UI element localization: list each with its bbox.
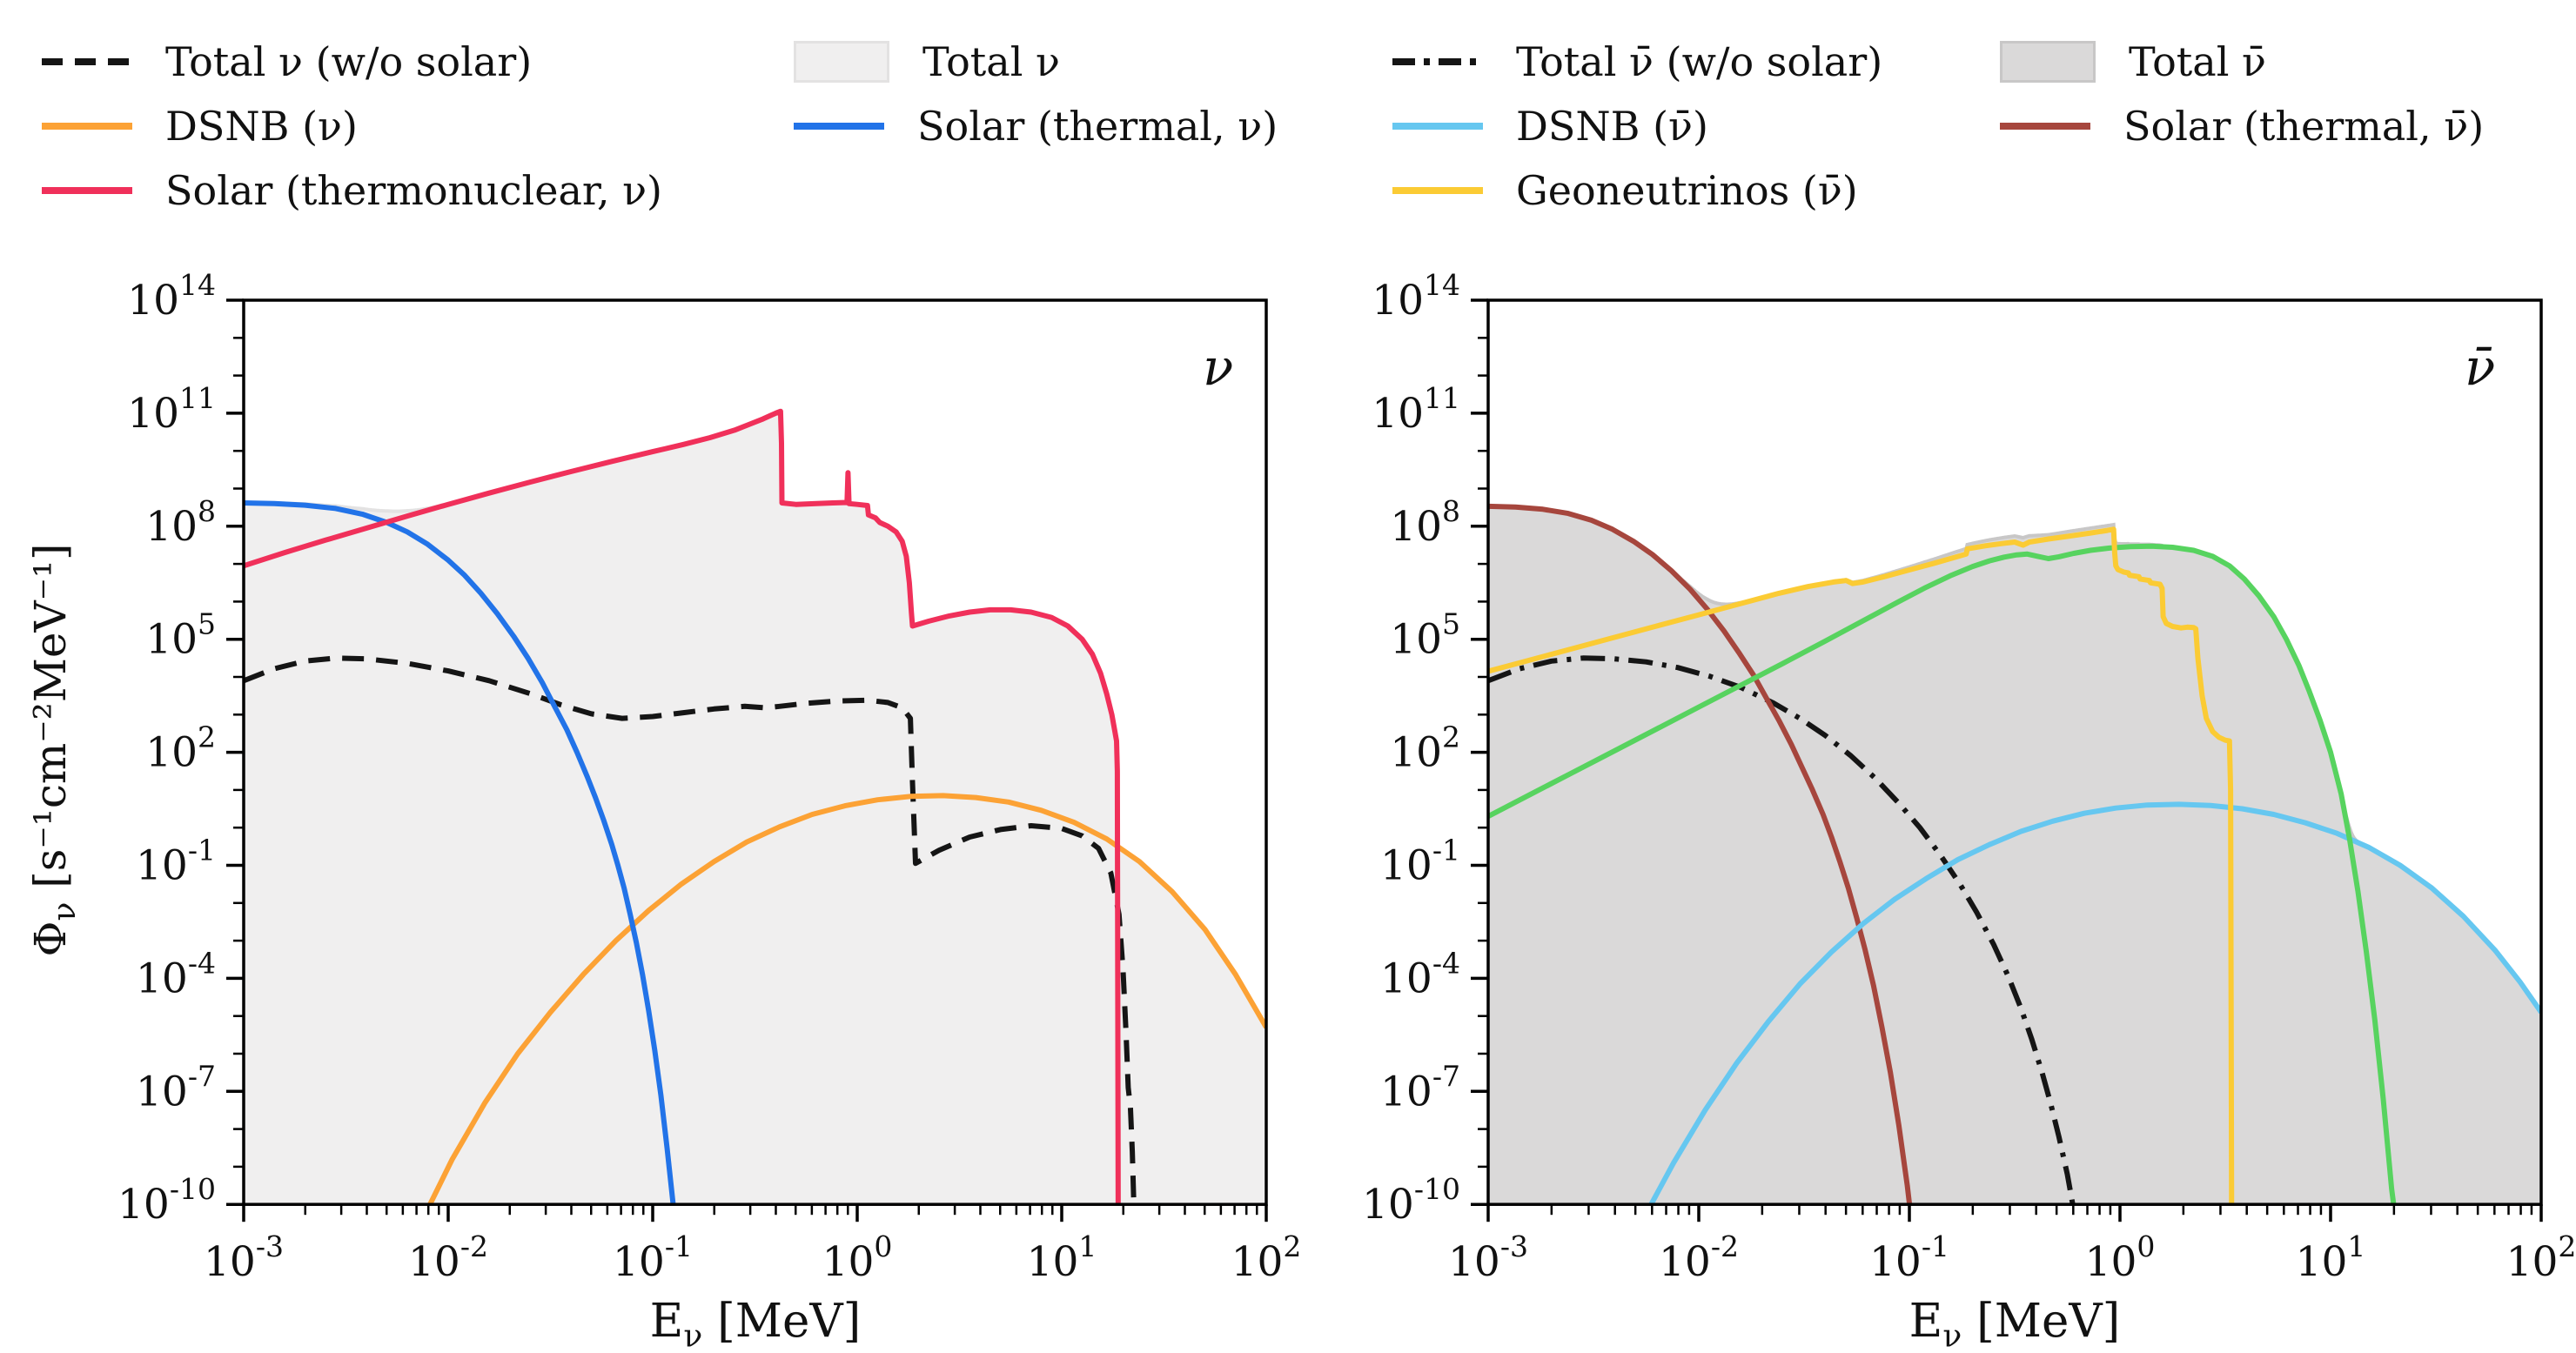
x-tick-label: 10-1: [613, 1229, 693, 1286]
legend-item-total-nu: Total ν: [794, 37, 1060, 86]
x-tick-label: 10-1: [1869, 1229, 1949, 1286]
legend-item-solar-thermonuclear-nu: Solar (thermonuclear, ν): [42, 166, 662, 215]
x-tick-label: 10-2: [408, 1229, 488, 1286]
y-tick-label: 1014: [1372, 268, 1460, 325]
legend-item-geoneutrinos-nubar: Geoneutrinos (ν̄): [1392, 166, 1858, 215]
panel-label-nu: ν: [1203, 338, 1234, 397]
y-tick-label: 10-4: [1380, 946, 1460, 1002]
line-swatch: [42, 187, 132, 194]
y-tick-label: 10-7: [1380, 1059, 1460, 1115]
dashdot-line-swatch: [1392, 58, 1483, 65]
x-tick-label: 10-3: [204, 1229, 284, 1286]
y-tick-label: 1014: [127, 268, 216, 325]
x-tick-label: 10-2: [1659, 1229, 1739, 1286]
legend-label: Solar (thermonuclear, ν): [165, 167, 663, 214]
curve-solar-thermonuclear-nu: [244, 408, 1121, 1205]
curve-reactor-nubar: [1488, 543, 2397, 1205]
x-ticks-nu: 10-3 10-2 10-1 100 101 102: [204, 1204, 1301, 1286]
y-tick-label: 102: [145, 720, 216, 777]
x-ticks-nubar: 10-3 10-2 10-1 100 101 102: [1448, 1204, 2576, 1286]
curve-total-nubar-wo-solar: [1488, 655, 2076, 1205]
x-axis-label-left: Eν [MeV]: [649, 1295, 862, 1353]
line-swatch: [42, 123, 132, 130]
x-tick-label: 102: [2506, 1229, 2576, 1286]
y-ticks-nu: 1014 1011 108 105 102 10-1 10-4 10-7 10-10: [117, 268, 244, 1229]
plot-nubar: 10-3 10-2 10-1 100 101 1021014101110810510210…: [1362, 268, 2576, 1286]
legend-item-solar-thermal-nubar: Solar (thermal, ν̄): [2000, 102, 2484, 151]
legend-label: Solar (thermal, ν̄): [2123, 103, 2485, 150]
y-tick-label: 10-10: [1362, 1172, 1460, 1229]
x-tick-label: 101: [2296, 1229, 2366, 1286]
legend-item-total-nubar-wo-solar: Total ν̄ (w/o solar): [1392, 37, 1882, 86]
legend-item-total-nubar: Total ν̄: [2000, 37, 2266, 86]
y-tick-label: 1011: [127, 381, 216, 438]
y-tick-label: 10-1: [136, 834, 216, 890]
curve-solar-thermal-nu: [244, 500, 676, 1205]
patch-swatch: [794, 41, 889, 83]
x-tick-label: 100: [2085, 1229, 2156, 1286]
legend-label: Total ν: [922, 38, 1061, 85]
legend-item-total-nu-wo-solar: Total ν (w/o solar): [42, 37, 532, 86]
legend-label: DSNB (ν̄): [1516, 103, 1708, 150]
curve-solar-thermal-nubar: [1488, 503, 1913, 1205]
curve-dsnb-nubar: [1647, 801, 2541, 1205]
dashed-line-swatch: [42, 58, 132, 65]
legend-item-dsnb-nubar: DSNB (ν̄): [1392, 102, 1708, 151]
legend-label: Geoneutrinos (ν̄): [1516, 167, 1858, 214]
line-swatch: [2000, 123, 2090, 130]
y-axis-label: Φν [s⁻¹cm⁻²MeV⁻¹]: [25, 543, 83, 957]
legend-label: DSNB (ν): [165, 103, 358, 150]
y-tick-label: 108: [145, 494, 216, 551]
x-axis-label-right: Eν [MeV]: [1909, 1295, 2121, 1353]
x-tick-label: 100: [822, 1229, 893, 1286]
y-tick-label: 105: [1390, 607, 1460, 664]
curve-dsnb-nu: [426, 793, 1266, 1205]
panel-label-nubar: ν̄: [2465, 338, 2496, 397]
y-tick-label: 10-10: [117, 1172, 216, 1229]
x-tick-label: 101: [1027, 1229, 1097, 1286]
y-tick-label: 108: [1390, 494, 1460, 551]
legend-label: Total ν̄: [2129, 38, 2267, 85]
legend-item-solar-thermal-nu: Solar (thermal, ν): [794, 102, 1278, 151]
y-ticks-nubar: 1014 1011 108 105 102 10-1 10-4 10-7 10-10: [1362, 268, 1488, 1229]
line-swatch: [1392, 123, 1483, 130]
line-swatch: [794, 123, 884, 130]
curve-geoneutrinos-nubar: [1488, 526, 2235, 1205]
plot-nu: 10-3 10-2 10-1 100 101 1021014101110810510210…: [117, 268, 1301, 1286]
x-tick-label: 10-3: [1448, 1229, 1528, 1286]
y-tick-label: 102: [1390, 720, 1460, 777]
y-tick-label: 10-4: [136, 946, 216, 1002]
x-tick-label: 102: [1231, 1229, 1302, 1286]
legend-item-dsnb-nu: DSNB (ν): [42, 102, 358, 151]
line-swatch: [1392, 187, 1483, 194]
patch-swatch: [2000, 41, 2096, 83]
legend-label: Solar (thermal, ν): [917, 103, 1278, 150]
y-tick-label: 1011: [1372, 381, 1460, 438]
y-tick-label: 105: [145, 607, 216, 664]
legend-label: Total ν̄ (w/o solar): [1516, 38, 1883, 85]
y-tick-label: 10-7: [136, 1059, 216, 1115]
legend-label: Total ν (w/o solar): [165, 38, 533, 85]
total-fill-nu: [244, 411, 1266, 1205]
y-tick-label: 10-1: [1380, 834, 1460, 890]
